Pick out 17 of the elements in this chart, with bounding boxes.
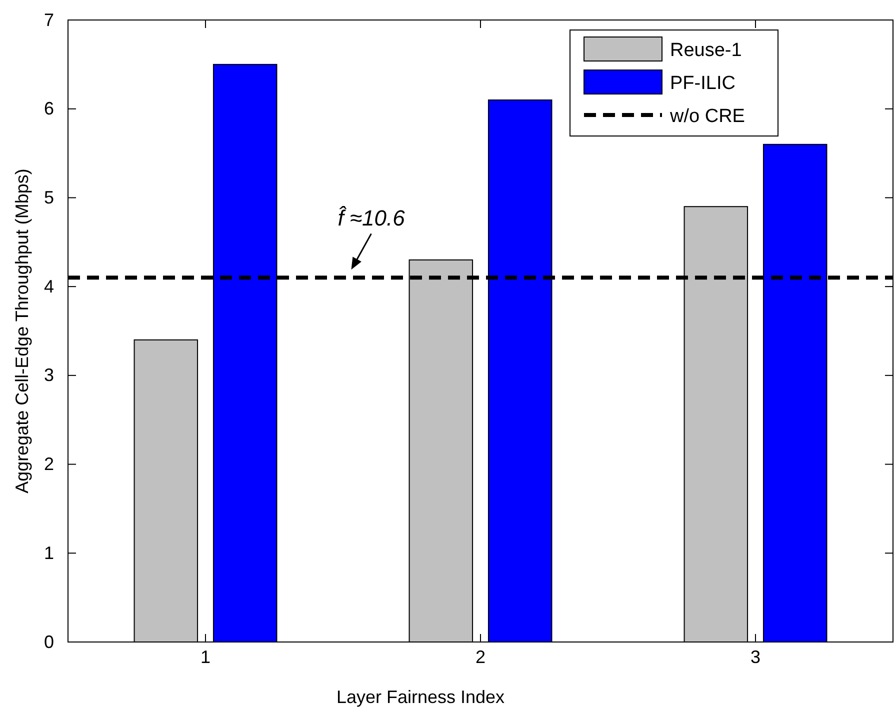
y-tick-label: 3 — [44, 365, 54, 386]
y-tick-label: 5 — [44, 187, 54, 208]
y-tick-label: 0 — [44, 632, 54, 652]
x-tick-label: 2 — [475, 646, 486, 667]
x-axis-title: Layer Fairness Index — [336, 687, 505, 707]
y-tick-label: 1 — [44, 542, 54, 563]
y-tick-label: 7 — [44, 10, 54, 30]
x-tick-label: 1 — [200, 646, 211, 667]
y-tick-label: 4 — [44, 276, 54, 296]
legend-label: w/o CRE — [669, 106, 745, 127]
legend-label: Reuse-1 — [670, 40, 742, 61]
x-tick-label: 3 — [750, 646, 761, 667]
y-tick-label: 6 — [44, 98, 54, 119]
annotation: f̂ ≈10.6 — [338, 205, 406, 231]
y-tick-label: 2 — [44, 454, 54, 474]
y-axis-title: Aggregate Cell-Edge Throughput (Mbps) — [12, 168, 32, 494]
legend-label: PF-ILIC — [670, 73, 736, 94]
